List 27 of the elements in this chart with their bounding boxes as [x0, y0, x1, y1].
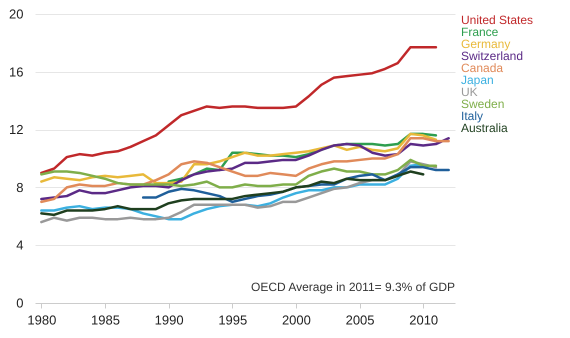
y-tick-label: 4	[16, 238, 24, 253]
y-tick-label: 0	[16, 296, 24, 310]
text: France	[461, 25, 499, 39]
text: Canada	[461, 61, 504, 75]
y-tick-label: 20	[9, 6, 24, 22]
text: UK	[461, 85, 478, 99]
annotation: OECD Average in 2011= 9.3% of GDP	[250, 280, 455, 294]
text: Germany	[461, 37, 510, 51]
text: United States	[461, 13, 534, 27]
x-tick-label: 1990	[154, 312, 184, 328]
text: Italy	[461, 109, 484, 123]
x-tick-label: 2000	[282, 312, 311, 328]
x-tick-label: 1995	[218, 312, 248, 328]
x-tick-label: 1985	[91, 312, 120, 328]
x-tick-label: 2005	[346, 312, 375, 328]
y-tick-label: 16	[9, 64, 24, 80]
line-series	[40, 170, 424, 216]
line-series	[40, 46, 438, 174]
line-series	[40, 158, 438, 189]
y-tick-label: 12	[9, 122, 24, 138]
y-tick-label: 8	[16, 180, 24, 195]
text: Japan	[461, 73, 494, 87]
x-tick-label: 2010	[409, 312, 438, 328]
x-tick-label: 1980	[27, 312, 56, 328]
text: Sweden	[461, 97, 504, 111]
text: Australia	[461, 121, 508, 135]
text: Switzerland	[461, 49, 524, 63]
